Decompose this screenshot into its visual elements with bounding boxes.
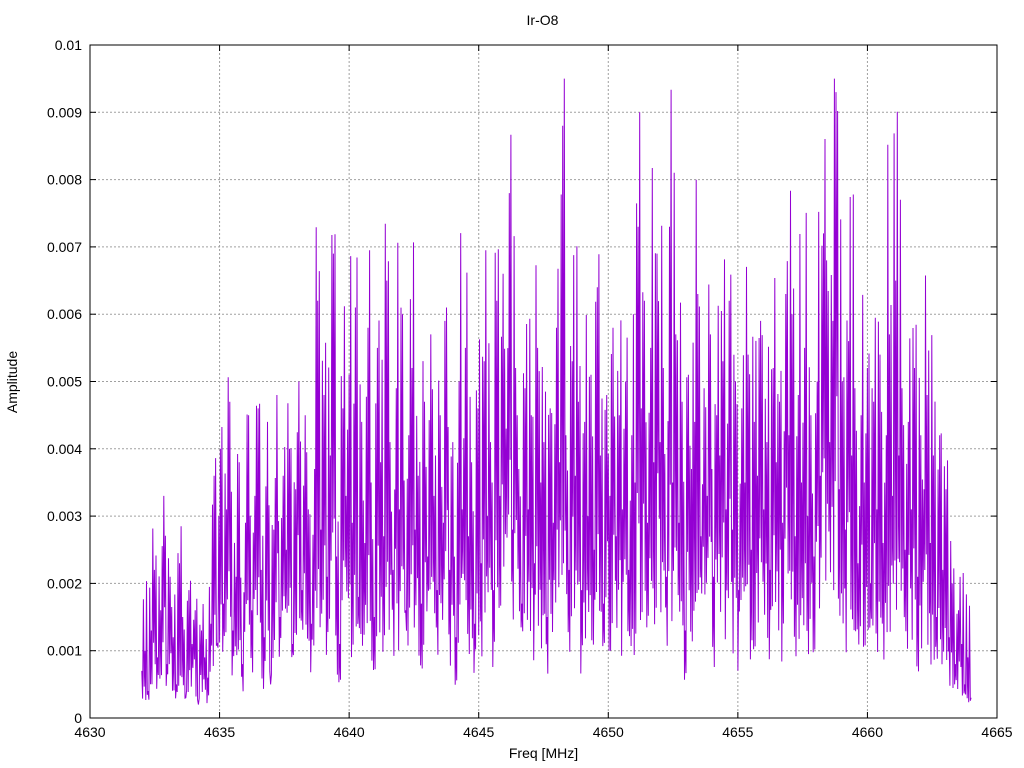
y-tick-label: 0.009 [47,104,82,120]
x-axis-label: Freq [MHz] [508,745,579,761]
y-axis-label: Amplitude [4,350,20,414]
x-tick-label: 4655 [722,724,753,740]
y-tick-label: 0.002 [47,575,82,591]
series-layer [141,78,972,705]
chart-title: Ir-O8 [526,12,559,28]
y-tick-label: 0.008 [47,172,82,188]
y-tick-label: 0.005 [47,374,82,390]
y-tick-label: 0.004 [47,441,82,457]
y-tick-label: 0.006 [47,306,82,322]
x-tick-label: 4630 [74,724,105,740]
y-tick-label: 0.007 [47,239,82,255]
x-tick-label: 4650 [593,724,624,740]
amplitude-series-line [141,78,972,705]
x-tick-label: 4640 [334,724,365,740]
y-tick-label: 0.01 [55,37,82,53]
x-tick-label: 4665 [981,724,1012,740]
ticks-layer: 4630 4635 4640 4645 4650 4655 4660 4665 0 0.001 0.… [47,37,1013,740]
y-tick-label: 0.003 [47,508,82,524]
y-tick-label: 0 [74,710,82,726]
y-tick-label: 0.001 [47,643,82,659]
x-tick-label: 4660 [852,724,883,740]
x-tick-label: 4645 [463,724,494,740]
x-tick-label: 4635 [204,724,235,740]
